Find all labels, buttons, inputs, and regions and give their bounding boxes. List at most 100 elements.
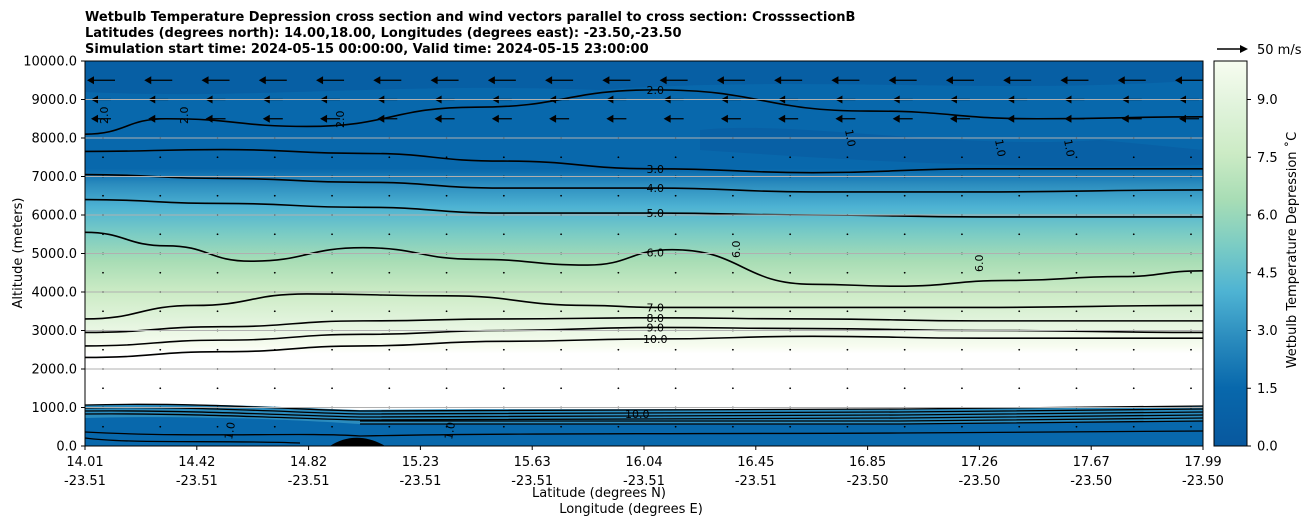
wind-vector-dot (216, 310, 219, 313)
y-axis-ticks: 0.0 1000.0 2000.0 3000.0 4000.0 5000.0 6000.0 7… (23, 55, 85, 455)
wind-vector-dot (560, 194, 563, 197)
x-tick-label-lat: 14.82 (290, 455, 327, 470)
wind-vector-dot (388, 425, 391, 428)
wind-vector-dot (1190, 348, 1192, 351)
colorbar-tick-label: 3.0 (1257, 324, 1278, 339)
wind-vector-head (888, 76, 896, 85)
wind-vector-head (716, 76, 724, 85)
wind-vector-head (1175, 76, 1182, 85)
y-tick-label: 2000.0 (32, 363, 78, 378)
wind-vector-dot (1132, 348, 1135, 351)
wind-vector-dot (273, 348, 276, 351)
x-tick-label-lat: 14.42 (178, 455, 215, 470)
wind-vector-dot (445, 194, 448, 197)
wind-vector-dot (1075, 387, 1078, 390)
wind-vector-dot (560, 387, 563, 390)
colorbar-tick-label: 9.0 (1257, 93, 1278, 108)
contour-label-9.0: 9.0 (646, 321, 664, 334)
wind-vector-dot (502, 425, 505, 428)
y-tick-label: 7000.0 (32, 170, 78, 185)
wind-vector-dot (273, 233, 276, 236)
wind-vector-dot (331, 156, 333, 159)
wind-vector-dot (159, 425, 162, 428)
wind-vector-dot (445, 233, 448, 236)
x-tick-label-lat: 15.63 (514, 455, 551, 470)
wind-vector-dot (846, 348, 849, 351)
contour-label-4.0: 4.0 (646, 182, 664, 195)
wind-vector-dot (674, 194, 677, 197)
wind-vector-dot (846, 194, 849, 197)
y-tick-label: 3000.0 (32, 324, 78, 339)
wind-vector-dot (445, 156, 448, 159)
wind-vector-dot (159, 194, 162, 197)
wind-vector-dot (216, 156, 219, 159)
wind-vector-dot (1018, 156, 1021, 159)
wind-vector-dot (159, 156, 162, 159)
wind-vector-dot (789, 271, 792, 274)
wind-vector-dot (273, 425, 276, 428)
contour-label-2-c: 2.0 (334, 111, 347, 129)
x-tick-label-lat: 17.26 (961, 455, 998, 470)
wind-vector-dot (502, 310, 505, 313)
contour-label-1-d: 1.0 (222, 421, 238, 440)
wind-vector-dot (216, 425, 219, 428)
wind-vector-dot (674, 271, 677, 274)
wind-vector-dot (159, 271, 162, 274)
wind-vector-dot (502, 156, 505, 159)
wind-vector-dot (1132, 156, 1135, 159)
y-tick-label: 4000.0 (32, 286, 78, 301)
wind-vector-dot (1075, 233, 1078, 236)
wind-vector-dot (617, 310, 620, 313)
wind-vector-head (144, 76, 152, 85)
colorbar-tick-label: 1.5 (1257, 382, 1278, 397)
wind-vector-dot (331, 233, 333, 236)
wind-vector-dot (1018, 310, 1021, 313)
contour-label-2.0: 2.0 (646, 84, 664, 97)
wind-vector-head (373, 76, 381, 85)
upper-dark-band (85, 61, 1203, 95)
wind-vector-dot (388, 271, 391, 274)
wind-vector-dot (1018, 233, 1021, 236)
wind-vector-dot (731, 387, 734, 390)
wind-vector-dot (388, 194, 391, 197)
contour-line-10.0 (85, 335, 1203, 359)
wind-vector-dot (159, 387, 162, 390)
x-axis-ticks: 14.01 -23.51 14.42 -23.51 14.82 -23.51 15.23 -2… (64, 446, 1224, 489)
x-tick-label-lon: -23.50 (1070, 474, 1112, 489)
wind-vector-dot (731, 194, 734, 197)
wind-key-label: 50 m/s (1257, 43, 1302, 58)
x-tick-label-lon: -23.50 (847, 474, 889, 489)
wind-vector-dot (731, 156, 734, 159)
wind-vector-dot (331, 387, 333, 390)
wind-vector-dot (159, 233, 162, 236)
colorbar-tick-label: 7.5 (1257, 151, 1278, 166)
wind-vector-dot (903, 194, 906, 197)
wind-vector-dot (789, 387, 792, 390)
wind-vector-dot (1190, 425, 1192, 428)
wind-vector-head (434, 114, 442, 123)
wind-vector-dot (961, 425, 963, 428)
colorbar-gradient (1213, 60, 1248, 447)
contour-line-6.0 (85, 231, 1203, 288)
wind-vector-head (949, 114, 957, 123)
wind-vector-head (659, 76, 667, 85)
wind-vector-dot (1075, 348, 1078, 351)
colorbar-label: Wetbulb Temperature Depression ˚C (1284, 132, 1300, 369)
wind-vector-dot (903, 348, 906, 351)
wind-vector-dot (1190, 310, 1192, 313)
wind-vector-dot (331, 194, 333, 197)
wind-vector-dot (1132, 425, 1135, 428)
wind-vector-dot (1075, 310, 1078, 313)
contour-label-10-b: 10.0 (625, 408, 650, 421)
wind-vector-dot (903, 425, 906, 428)
wind-vector-head (258, 76, 266, 85)
contour-line-5.0 (85, 198, 1203, 218)
wind-vector-head (720, 114, 728, 123)
y-tick-label: 6000.0 (32, 209, 78, 224)
wind-vector-head (1179, 114, 1186, 123)
x-tick-label-lon: -23.51 (176, 474, 218, 489)
wind-vector-dot (560, 271, 563, 274)
y-axis-label: Altitude (meters) (11, 198, 26, 309)
wind-vector-dot (789, 194, 792, 197)
